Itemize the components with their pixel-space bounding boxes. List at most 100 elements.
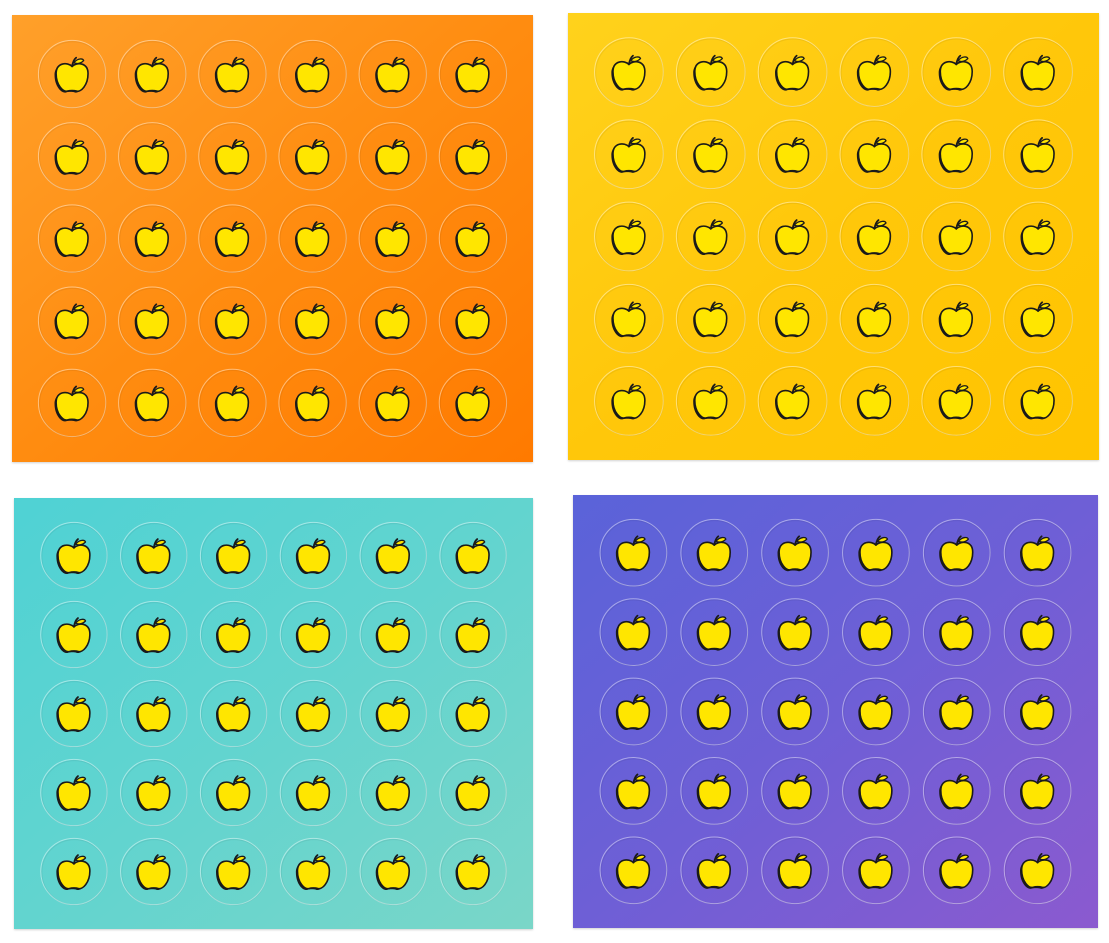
sticker-die-cut-ring xyxy=(358,122,427,191)
sticker-ring-shade xyxy=(119,287,187,356)
sticker-ring-shade xyxy=(360,523,428,590)
apple-body xyxy=(215,62,250,92)
apple-leaf xyxy=(1039,385,1051,391)
sticker-die-cut-ring xyxy=(118,39,187,109)
sticker-ring-shade xyxy=(41,681,108,748)
apple-body xyxy=(940,859,974,889)
apple-body xyxy=(137,623,171,653)
apple-leaf xyxy=(711,220,723,227)
sticker-ring-shade xyxy=(1004,520,1072,587)
sticker-ring-shade xyxy=(1004,120,1074,190)
apple-sticker xyxy=(120,758,188,827)
apple-leaf xyxy=(877,616,889,623)
apple-leaf xyxy=(796,695,808,702)
apple-stem xyxy=(1036,614,1043,626)
sticker-ring-shade xyxy=(681,837,749,905)
apple-stem xyxy=(713,614,720,626)
sticker-sheet-teal xyxy=(14,498,533,929)
apple-sticker xyxy=(118,39,187,109)
sticker-die-cut-ring xyxy=(439,758,507,827)
sticker-ring-shade xyxy=(359,370,428,438)
sticker-ring-shade xyxy=(595,367,664,437)
sticker-ring-shade xyxy=(199,287,267,356)
apple-body xyxy=(694,60,728,90)
apple-body xyxy=(137,702,171,732)
sticker-ring-shade xyxy=(279,123,347,191)
sticker-die-cut-ring xyxy=(842,598,910,666)
apple-sticker xyxy=(594,37,664,108)
apple-leaf xyxy=(75,776,87,783)
apple-sticker xyxy=(40,758,108,827)
apple-sticker xyxy=(199,521,268,590)
sticker-die-cut-ring xyxy=(839,201,910,272)
apple-sticker xyxy=(761,836,830,905)
sticker-ring-shade xyxy=(201,523,268,590)
apple-leaf xyxy=(314,618,326,625)
apple-sticker xyxy=(1003,518,1072,587)
apple-body xyxy=(376,702,410,732)
apple-body xyxy=(376,860,410,890)
apple-sticker xyxy=(1003,598,1072,667)
apple-body xyxy=(376,623,410,653)
apple-sticker xyxy=(359,758,428,827)
apple-stem xyxy=(791,219,798,230)
apple-stem xyxy=(392,696,399,707)
apple-body xyxy=(939,143,973,173)
sticker-die-cut-ring xyxy=(278,39,347,109)
apple-sticker xyxy=(279,758,348,827)
sticker-ring-shade xyxy=(199,205,267,273)
sticker-ring-shade xyxy=(595,285,664,354)
apple-body xyxy=(215,227,250,257)
apple-leaf xyxy=(877,854,889,861)
apple-sticker xyxy=(1003,201,1074,272)
apple-stem xyxy=(311,56,318,68)
apple-stem xyxy=(151,303,158,314)
sticker-die-cut-ring xyxy=(1003,283,1073,354)
apple-body xyxy=(216,544,251,574)
apple-stem xyxy=(875,853,881,864)
apple-sticker xyxy=(120,837,188,906)
apple-stem xyxy=(628,137,634,148)
apple-body xyxy=(456,623,490,653)
sticker-die-cut-ring xyxy=(599,677,668,746)
apple-leaf xyxy=(715,695,727,702)
apple-stem xyxy=(232,775,239,786)
sticker-ring-shade xyxy=(924,678,991,746)
sticker-die-cut-ring xyxy=(839,119,910,190)
apple-leaf xyxy=(393,222,405,229)
sticker-die-cut-ring xyxy=(118,204,187,273)
sticker-die-cut-ring xyxy=(359,600,427,669)
sticker-die-cut-ring xyxy=(599,836,668,905)
apple-sticker xyxy=(1003,37,1074,108)
sticker-ring-shade xyxy=(201,602,268,669)
apple-leaf xyxy=(474,618,486,625)
apple-sticker xyxy=(839,283,910,354)
sticker-ring-shade xyxy=(201,839,268,906)
apple-stem xyxy=(873,54,880,66)
apple-leaf xyxy=(474,304,486,311)
apple-sticker xyxy=(594,119,664,190)
sticker-die-cut-ring xyxy=(761,518,829,587)
apple-body xyxy=(216,860,251,890)
apple-sticker xyxy=(40,837,108,906)
apple-leaf xyxy=(715,536,727,543)
apple-sticker xyxy=(675,119,746,190)
apple-stem xyxy=(794,614,801,626)
apple-leaf xyxy=(474,776,486,783)
apple-leaf xyxy=(394,776,406,783)
sticker-die-cut-ring xyxy=(1003,366,1073,436)
apple-body xyxy=(857,60,892,90)
apple-sticker xyxy=(1003,757,1072,826)
apple-leaf xyxy=(73,222,85,229)
sticker-grid xyxy=(14,498,533,929)
apple-leaf xyxy=(314,697,326,704)
apple-stem xyxy=(628,383,634,395)
apple-leaf xyxy=(474,387,486,393)
apple-body xyxy=(612,60,646,90)
apple-body xyxy=(215,391,250,421)
sticker-die-cut-ring xyxy=(198,286,267,355)
apple-sticker xyxy=(675,37,746,108)
sticker-ring-shade xyxy=(1004,367,1074,437)
sticker-die-cut-ring xyxy=(279,837,348,906)
sticker-ring-shade xyxy=(39,370,107,438)
